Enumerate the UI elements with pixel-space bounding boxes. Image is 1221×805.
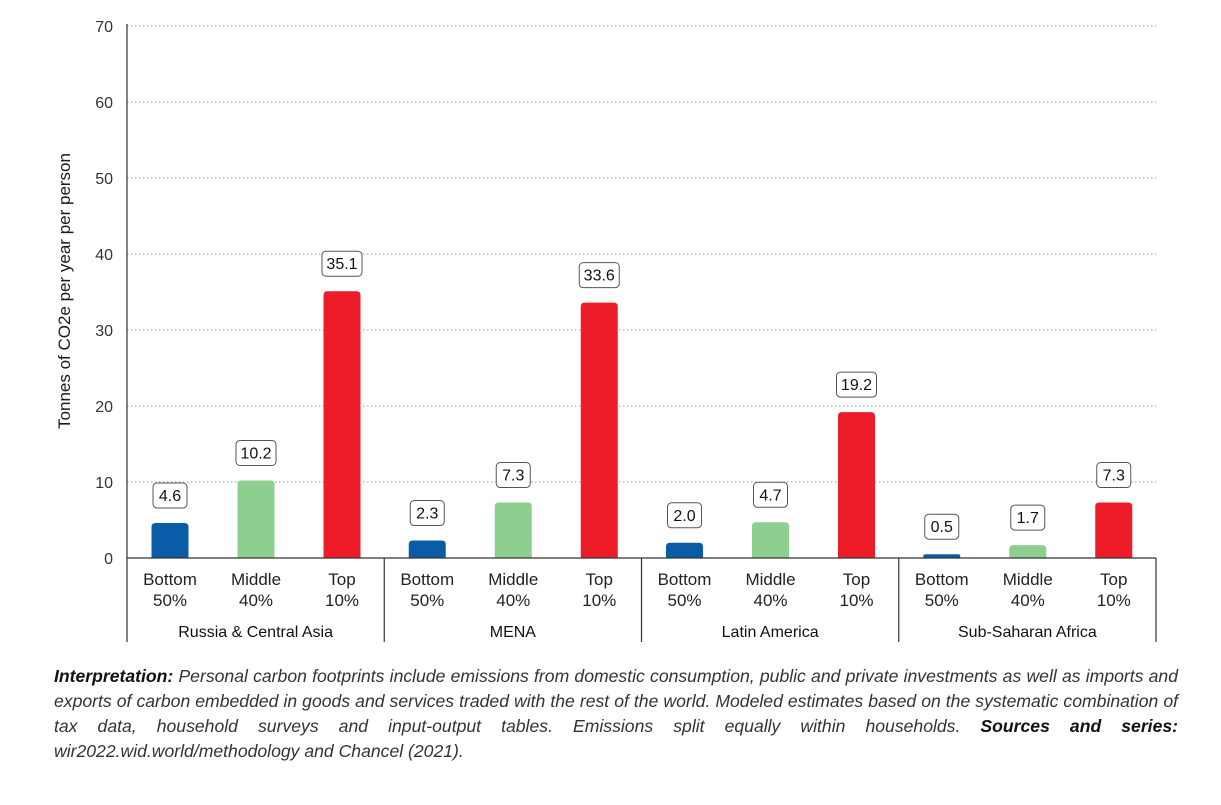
y-tick-label: 60 <box>95 95 113 112</box>
data-label-box <box>578 262 620 289</box>
bar <box>494 502 532 558</box>
category-label: 50% <box>925 591 959 610</box>
data-label: 4.6 <box>159 488 181 505</box>
y-tick-label: 40 <box>95 247 113 264</box>
category-label: 10% <box>1097 591 1131 610</box>
y-axis: 0 10 20 30 40 50 60 70 <box>95 19 128 568</box>
data-label: 10.2 <box>240 445 271 462</box>
group-label: Sub-Saharan Africa <box>958 624 1097 641</box>
data-label: 7.3 <box>502 468 524 485</box>
y-tick-label: 0 <box>104 551 113 568</box>
bar <box>923 554 961 558</box>
bar <box>237 480 275 558</box>
data-label-box <box>836 371 877 398</box>
category-label: 10% <box>839 591 873 610</box>
group-label: Latin America <box>722 624 819 641</box>
data-label-box <box>753 481 788 508</box>
interpretation-text: Personal carbon footprints include emiss… <box>54 666 1178 736</box>
data-label: 1.7 <box>1017 510 1039 527</box>
category-label: 10% <box>325 591 359 610</box>
category-label: Bottom <box>915 570 969 589</box>
category-label: 50% <box>153 591 187 610</box>
y-tick-label: 10 <box>95 475 113 492</box>
group-label: MENA <box>490 624 537 641</box>
data-label: 2.3 <box>416 506 438 523</box>
category-label: Middle <box>488 570 538 589</box>
category-label: 40% <box>753 591 787 610</box>
group-label: Russia & Central Asia <box>178 624 333 641</box>
data-label-box <box>1010 504 1046 531</box>
category-label: 40% <box>1011 591 1045 610</box>
category-label: 50% <box>410 591 444 610</box>
category-label: 40% <box>496 591 530 610</box>
y-axis-label: Tonnes of CO2e per year per person <box>55 153 74 429</box>
category-label: Bottom <box>400 570 454 589</box>
category-label: Top <box>328 570 355 589</box>
bar <box>1009 545 1047 558</box>
figure-caption: Interpretation: Personal carbon footprin… <box>54 664 1178 764</box>
data-label-box <box>1096 462 1132 489</box>
category-label: 50% <box>667 591 701 610</box>
bars: 4.6 10.2 35.1 2.3 7.3 33.6 2.0 4.7 19.2 0.5 1.7 7.3 <box>151 250 1133 558</box>
data-label-box <box>667 502 702 529</box>
bar <box>752 522 789 558</box>
bar <box>666 542 703 558</box>
bar <box>408 540 446 558</box>
data-label-box <box>152 482 188 509</box>
y-tick-label: 30 <box>95 323 113 340</box>
y-tick-label: 50 <box>95 171 113 188</box>
interpretation-label: Interpretation: <box>54 666 174 686</box>
y-tick-label: 70 <box>95 19 113 36</box>
data-label-box <box>321 250 363 277</box>
category-label: 40% <box>239 591 273 610</box>
data-label: 33.6 <box>584 268 615 285</box>
category-label: Top <box>1100 570 1127 589</box>
bar <box>1095 502 1133 558</box>
category-label: Top <box>843 570 870 589</box>
bar <box>580 302 618 558</box>
category-label: 10% <box>582 591 616 610</box>
data-label: 7.3 <box>1103 468 1125 485</box>
data-label: 0.5 <box>931 519 953 536</box>
bar-chart: 0 10 20 30 40 50 60 70 Tonnes of CO2e per year … <box>55 19 1157 642</box>
sources-label: Sources and series: <box>980 716 1178 736</box>
gridlines <box>127 25 1156 483</box>
sources-text: wir2022.wid.world/methodology and Chance… <box>54 741 464 761</box>
category-label: Top <box>586 570 613 589</box>
category-label: Middle <box>1003 570 1053 589</box>
category-label: Middle <box>745 570 795 589</box>
data-label-box <box>924 513 960 540</box>
bar <box>151 523 189 558</box>
category-label: Middle <box>231 570 281 589</box>
x-axis: Bottom 50% Middle 40% Top 10% Russia & Central… <box>126 557 1157 642</box>
data-label-box <box>409 500 445 527</box>
data-label-box <box>235 439 277 466</box>
bar <box>323 291 361 558</box>
category-label: Bottom <box>658 570 712 589</box>
bar <box>838 412 875 558</box>
data-label: 35.1 <box>326 256 357 273</box>
data-label: 4.7 <box>759 487 781 504</box>
y-tick-label: 20 <box>95 399 113 416</box>
data-label: 2.0 <box>673 508 695 525</box>
data-label-box <box>495 462 531 489</box>
category-label: Bottom <box>143 570 197 589</box>
data-label: 19.2 <box>841 377 872 394</box>
